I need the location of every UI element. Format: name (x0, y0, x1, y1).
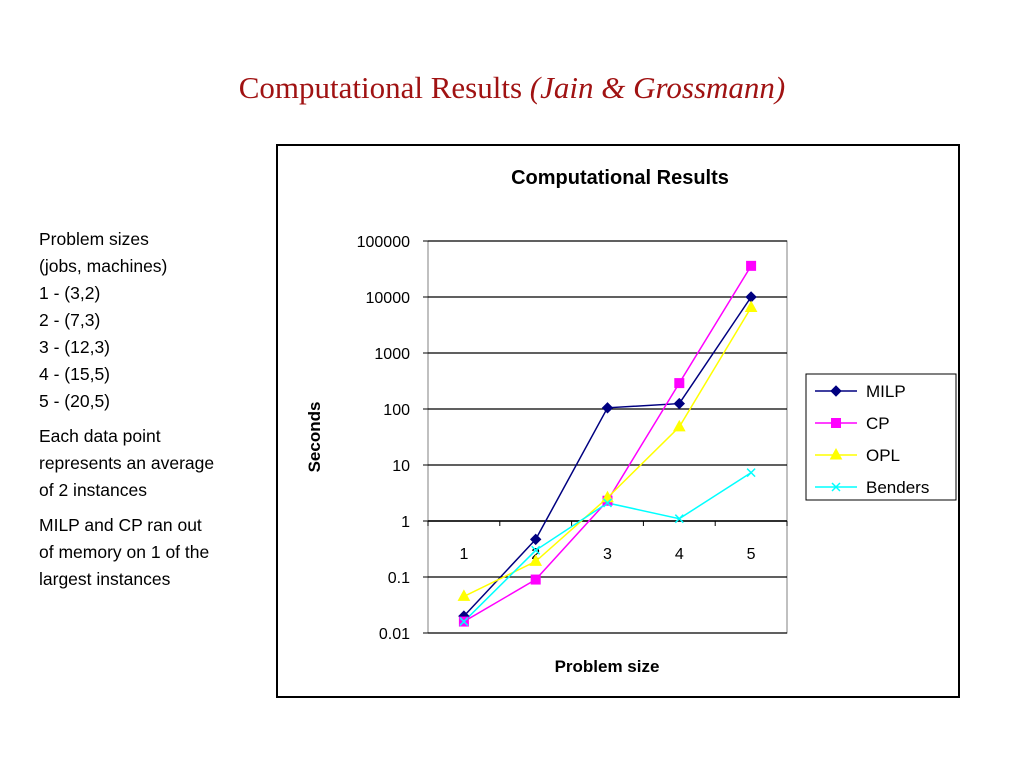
note-sizes-heading: Problem sizes (39, 229, 149, 249)
note-average-line-2: represents an average (39, 453, 215, 473)
note-size-5: 5 - (20,5) (39, 391, 110, 411)
legend: MILP CP OPL Benders (815, 382, 929, 497)
note-memory: MILP and CP ran out of memory on 1 of th… (39, 512, 249, 593)
legend-marker-cp (831, 418, 841, 428)
series-markers (457, 260, 758, 627)
legend-label-opl: OPL (866, 446, 900, 465)
legend-item-milp: MILP (815, 382, 906, 401)
note-average-line-3: of 2 instances (39, 480, 147, 500)
data-point-cp (746, 260, 757, 271)
note-size-1: 1 - (3,2) (39, 283, 101, 303)
data-point-milp (529, 533, 542, 546)
data-point-opl (744, 300, 758, 312)
note-size-2: 2 - (7,3) (39, 310, 101, 330)
plot-area (427, 240, 788, 634)
x-axis-label: Problem size (555, 657, 660, 676)
note-memory-line-2: of memory on 1 of the (39, 542, 210, 562)
y-tick-label: 100 (383, 402, 410, 419)
data-point-benders (459, 617, 469, 627)
legend-label-milp: MILP (866, 382, 906, 401)
note-memory-line-1: MILP and CP ran out (39, 515, 202, 535)
legend-item-benders: Benders (815, 478, 929, 497)
note-sizes-subheading: (jobs, machines) (39, 256, 168, 276)
data-point-cp (674, 378, 685, 389)
note-memory-line-3: largest instances (39, 569, 171, 589)
data-point-cp (530, 574, 541, 585)
data-point-milp (673, 397, 686, 410)
y-tick-label: 1 (401, 514, 410, 531)
slide-title: Computational Results (Jain & Grossmann) (0, 70, 1024, 106)
slide-title-main: Computational Results (238, 70, 523, 105)
data-point-benders (602, 498, 613, 508)
data-point-opl (672, 419, 686, 432)
y-axis-ticks: 0.01 0.1 1 10 100 1000 10000 100000 (357, 234, 428, 643)
notes-panel: Problem sizes (jobs, machines) 1 - (3,2)… (39, 226, 249, 593)
legend-label-cp: CP (866, 414, 890, 433)
x-tick-label: 5 (747, 546, 756, 563)
x-tick-label: 3 (603, 546, 612, 563)
y-tick-label: 0.1 (388, 570, 410, 587)
legend-item-opl: OPL (815, 446, 900, 465)
note-size-3: 3 - (12,3) (39, 337, 110, 357)
y-tick-label: 0.01 (379, 626, 410, 643)
y-tick-label: 10000 (366, 290, 411, 307)
note-size-4: 4 - (15,5) (39, 364, 110, 384)
data-point-milp (601, 402, 614, 414)
legend-marker-benders (831, 482, 841, 492)
data-point-opl (457, 589, 471, 601)
legend-item-cp: CP (815, 414, 890, 433)
data-point-benders (746, 468, 756, 478)
data-point-benders (674, 514, 684, 524)
legend-label-benders: Benders (866, 478, 929, 497)
note-average: Each data point represents an average of… (39, 423, 249, 504)
chart-title: Computational Results (511, 167, 729, 189)
x-tick-label: 1 (459, 546, 468, 563)
data-point-opl (529, 554, 543, 566)
y-tick-label: 1000 (374, 346, 410, 363)
legend-marker-milp (830, 385, 842, 397)
note-average-line-1: Each data point (39, 426, 161, 446)
slide-title-authors: (Jain & Grossmann) (529, 70, 786, 105)
data-point-benders (531, 545, 541, 555)
legend-marker-opl (829, 447, 843, 460)
y-tick-label: 10 (392, 458, 410, 475)
y-axis-label: Seconds (305, 402, 324, 473)
x-tick-label: 4 (675, 546, 684, 563)
legend-box (805, 373, 957, 501)
y-tick-label: 100000 (357, 234, 410, 251)
